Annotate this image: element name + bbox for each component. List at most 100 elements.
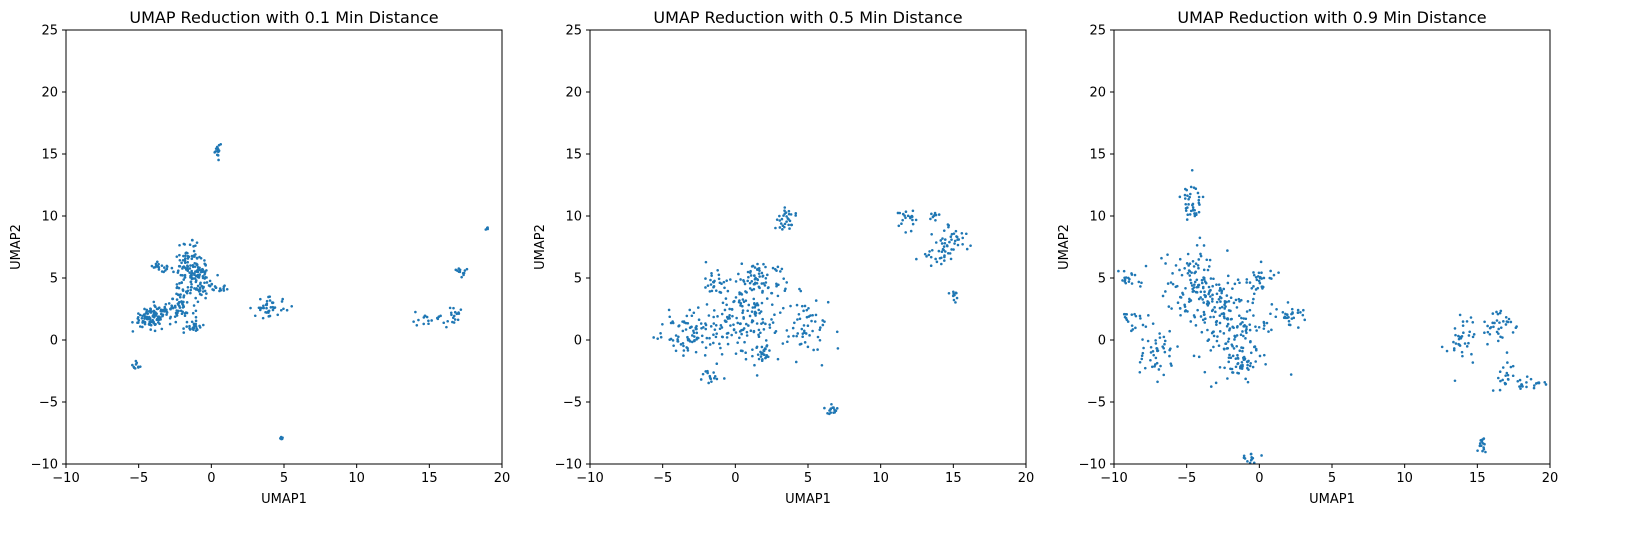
scatter-point xyxy=(1245,360,1249,364)
scatter-point xyxy=(755,322,759,325)
scatter-point xyxy=(1188,195,1191,199)
scatter-point xyxy=(196,284,200,288)
scatter-point xyxy=(1283,315,1287,319)
scatter-point xyxy=(1246,380,1250,384)
scatter-point xyxy=(1227,356,1231,359)
scatter-point xyxy=(1242,355,1246,359)
scatter-point xyxy=(1281,310,1285,314)
scatter-point xyxy=(1286,316,1290,319)
scatter-point xyxy=(930,212,933,216)
scatter-point xyxy=(776,357,780,361)
scatter-point xyxy=(694,327,698,331)
scatter-point xyxy=(1254,275,1258,279)
scatter-point xyxy=(1245,278,1249,281)
scatter-point xyxy=(1486,342,1489,346)
scatter-point xyxy=(667,308,671,312)
scatter-point xyxy=(964,232,968,236)
scatter-point xyxy=(1207,302,1211,305)
scatter-point xyxy=(693,339,696,343)
scatter-point xyxy=(1301,313,1305,317)
scatter-point xyxy=(268,299,272,302)
scatter-point xyxy=(732,328,736,332)
scatter-point xyxy=(1496,376,1500,380)
scatter-point xyxy=(697,318,701,322)
scatter-point xyxy=(1468,330,1471,334)
scatter-point xyxy=(181,304,185,307)
scatter-point xyxy=(1274,315,1278,319)
scatter-point xyxy=(190,320,194,324)
scatter-point xyxy=(952,290,955,294)
scatter-point xyxy=(178,243,181,247)
scatter-point xyxy=(718,281,722,285)
scatter-point xyxy=(820,363,824,367)
scatter-point xyxy=(1242,325,1246,328)
scatter-point xyxy=(185,325,188,328)
scatter-point xyxy=(442,321,446,325)
y-tick-label: 0 xyxy=(50,334,58,349)
scatter-point xyxy=(1203,280,1207,283)
scatter-point xyxy=(832,406,835,409)
scatter-point xyxy=(1198,236,1202,240)
scatter-point xyxy=(1498,321,1501,324)
scatter-point xyxy=(1532,384,1536,387)
scatter-point xyxy=(157,262,160,266)
scatter-point xyxy=(268,295,272,298)
scatter-point xyxy=(1169,362,1173,365)
scatter-point xyxy=(1288,323,1292,327)
scatter-point xyxy=(160,264,164,267)
y-tick-label: 10 xyxy=(565,210,582,225)
scatter-point xyxy=(452,306,455,310)
scatter-point xyxy=(1183,305,1187,308)
scatter-point xyxy=(185,291,189,295)
scatter-point xyxy=(194,279,198,282)
scatter-point xyxy=(449,311,453,315)
scatter-point xyxy=(183,314,187,318)
scatter-point xyxy=(911,222,915,226)
scatter-point xyxy=(796,332,800,335)
scatter-point xyxy=(685,314,689,318)
scatter-point xyxy=(136,316,140,319)
scatter-point xyxy=(821,323,825,327)
scatter-point xyxy=(1163,342,1166,346)
scatter-point xyxy=(1171,282,1175,286)
scatter-point xyxy=(748,314,752,318)
scatter-point xyxy=(1178,195,1182,199)
scatter-point xyxy=(934,218,937,222)
scatter-point xyxy=(1174,264,1178,267)
scatter-point xyxy=(803,304,807,308)
scatter-point xyxy=(1199,296,1202,299)
x-tick-label: −10 xyxy=(576,471,603,486)
scatter-point xyxy=(1197,355,1201,359)
scatter-point xyxy=(1215,283,1218,286)
scatter-point xyxy=(1175,284,1179,288)
scatter-point xyxy=(152,300,156,304)
scatter-point xyxy=(746,270,750,274)
scatter-point xyxy=(203,289,207,293)
scatter-point xyxy=(1461,320,1465,323)
scatter-point xyxy=(795,303,799,307)
scatter-point xyxy=(949,257,953,261)
scatter-point xyxy=(196,288,200,292)
scatter-point xyxy=(1472,333,1476,336)
scatter-point xyxy=(943,259,946,262)
scatter-point xyxy=(190,269,193,273)
scatter-point xyxy=(828,412,831,416)
scatter-point xyxy=(1190,271,1193,274)
scatter-point xyxy=(933,211,937,215)
scatter-point xyxy=(1249,452,1253,456)
scatter-point xyxy=(953,242,956,245)
scatter-point xyxy=(915,257,918,261)
scatter-point xyxy=(196,300,200,304)
scatter-point xyxy=(412,320,415,323)
scatter-point xyxy=(1243,457,1247,460)
scatter-point xyxy=(762,348,766,352)
scatter-point xyxy=(187,255,191,259)
scatter-point xyxy=(1141,338,1144,341)
scatter-point xyxy=(271,308,275,312)
scatter-point xyxy=(163,305,167,309)
scatter-point xyxy=(744,351,747,355)
y-tick-label: −10 xyxy=(555,458,582,473)
x-tick-label: 0 xyxy=(1255,471,1263,486)
scatter-point xyxy=(1465,345,1469,348)
scatter-point xyxy=(1124,276,1128,279)
